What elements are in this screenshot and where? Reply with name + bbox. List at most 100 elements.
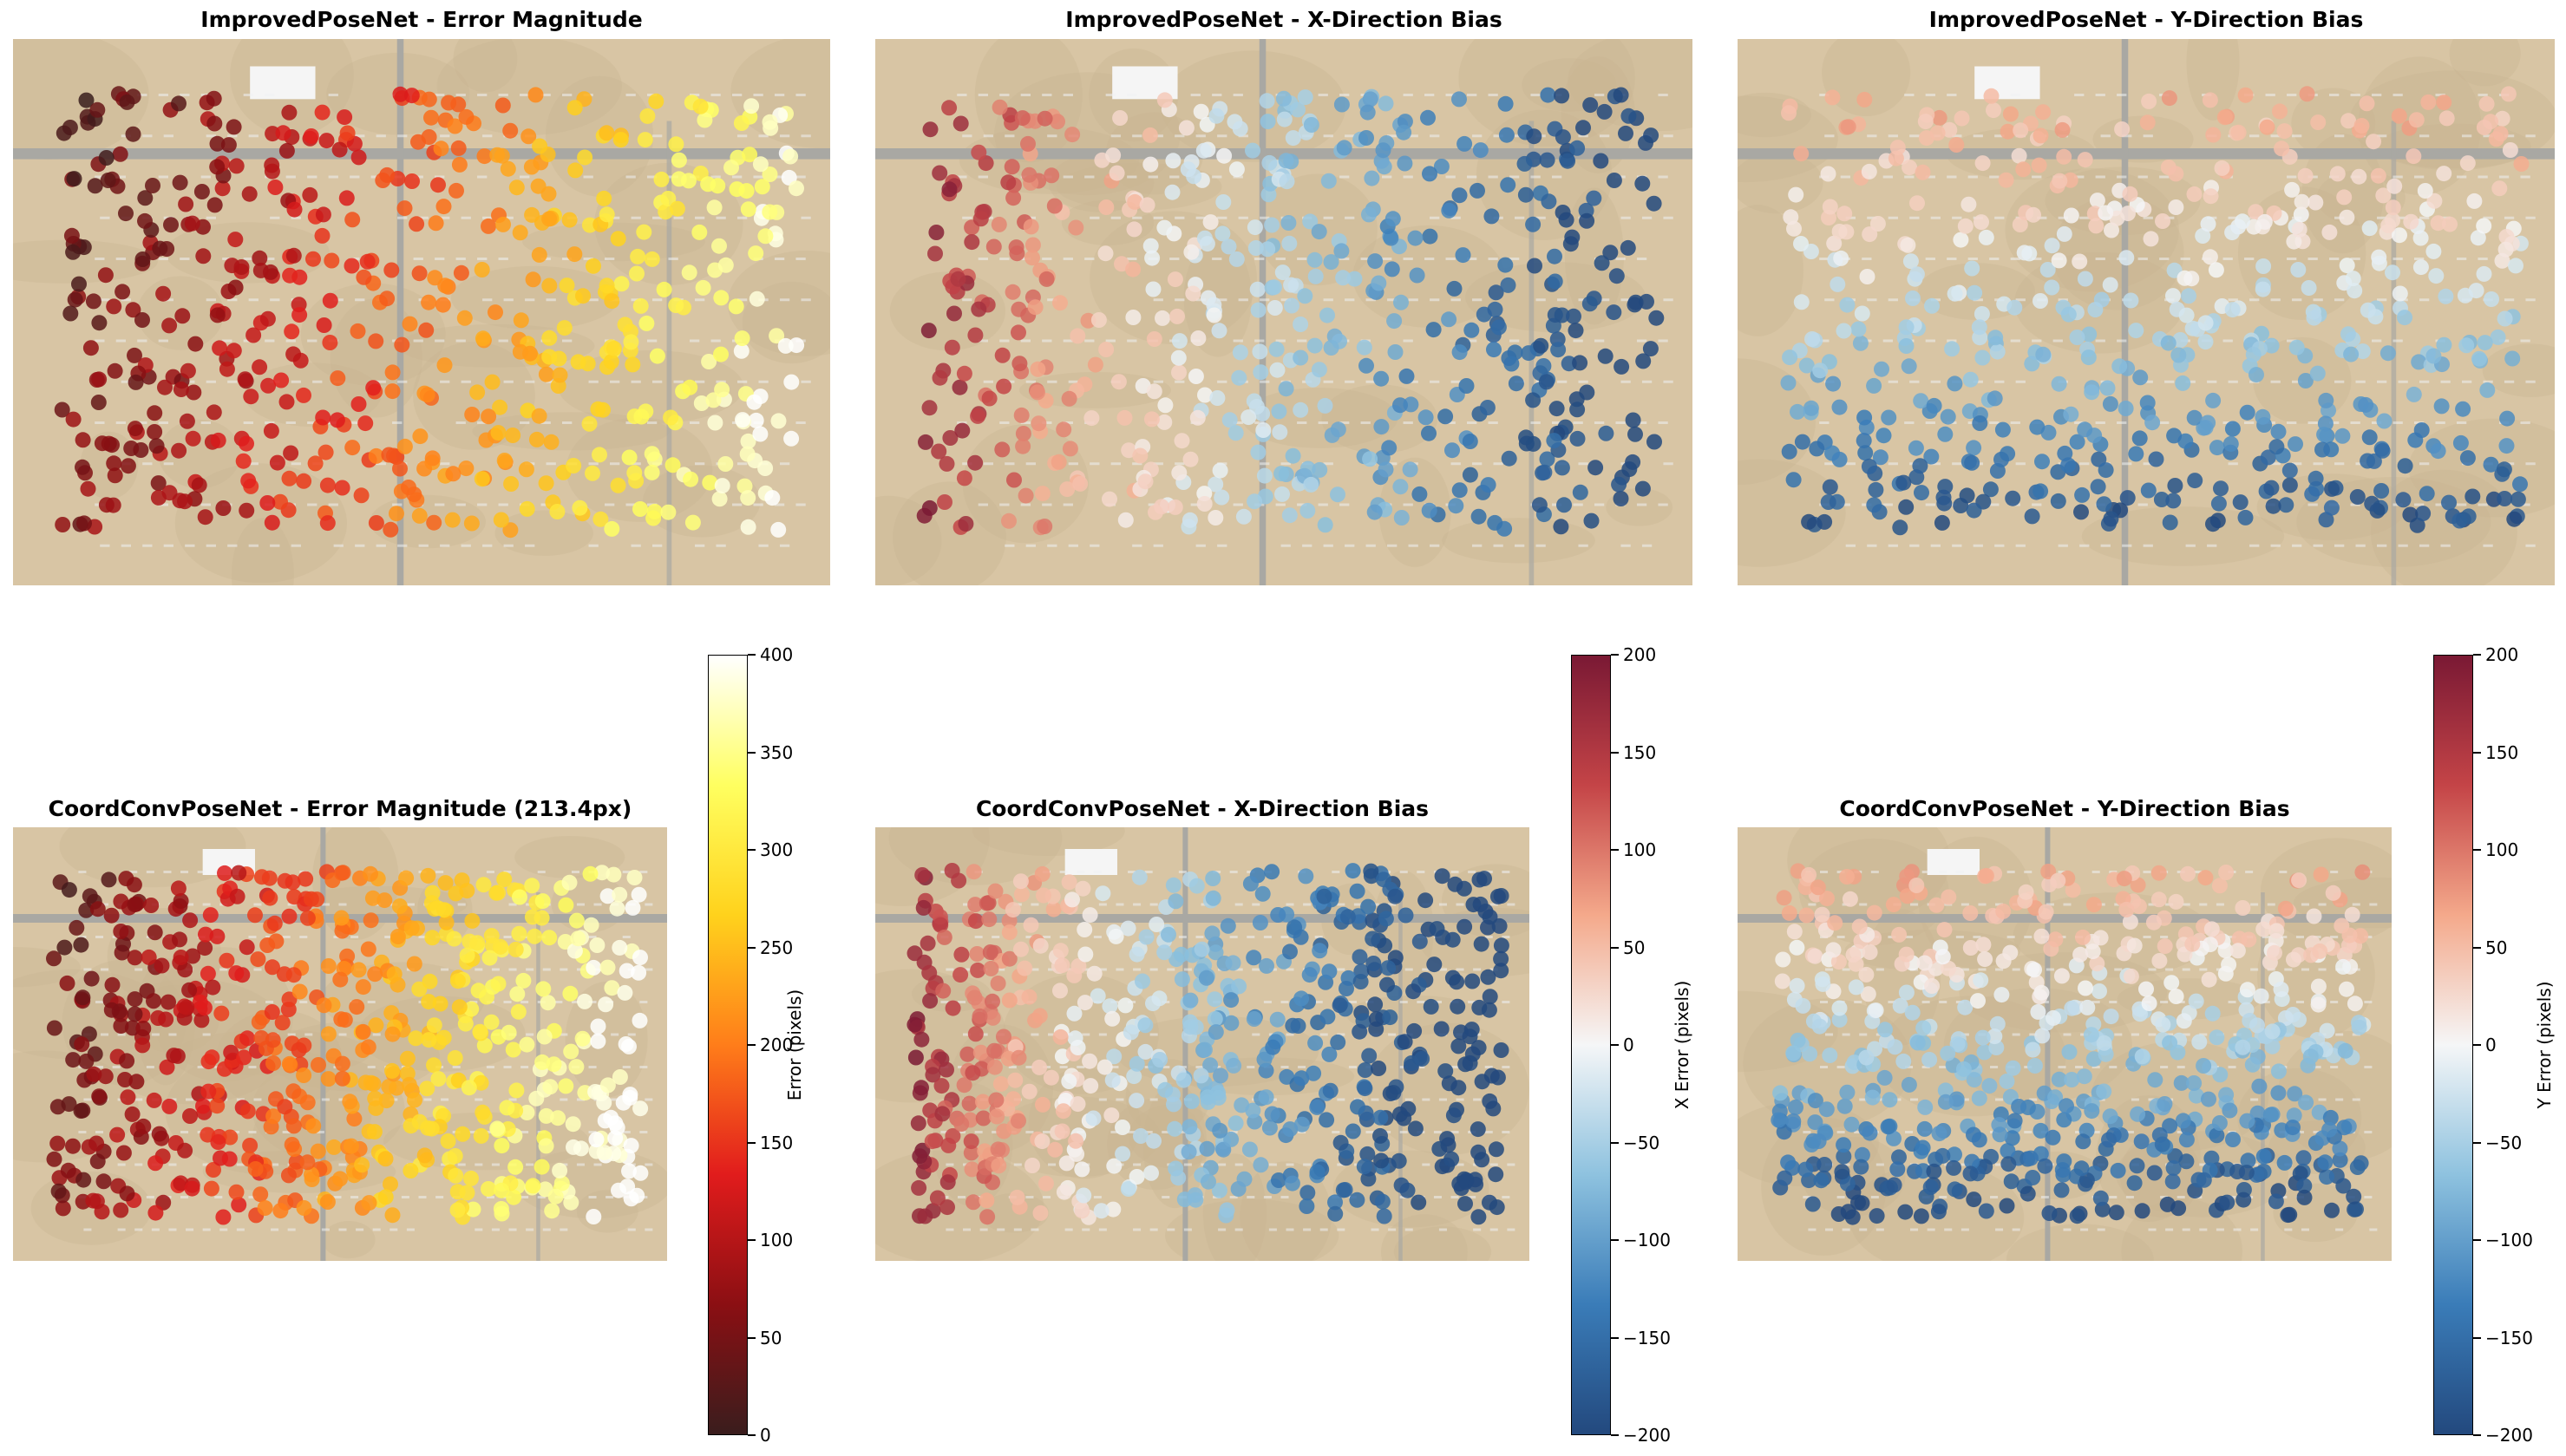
aircraft-mark [158,339,168,343]
scatter-point [1115,1146,1131,1162]
scatter-point [1874,361,1889,377]
scatter-point [1966,502,1982,519]
scatter-point [2139,395,2156,411]
aircraft-mark [2419,380,2430,383]
scatter-point [447,118,463,134]
scatter-point [1260,114,1276,130]
aircraft-mark [1905,1066,1914,1068]
scatter-point [1929,125,1946,141]
scatter-point [1458,378,1475,394]
scatter-point [1782,349,1798,366]
aircraft-mark [1183,1228,1192,1231]
aircraft-mark [1286,1033,1294,1036]
scatter-point [398,870,415,886]
aircraft-mark [101,1033,109,1036]
scatter-point [1056,1184,1072,1200]
scatter-point [1371,1061,1387,1076]
scatter-point [566,246,583,263]
aircraft-mark [202,903,211,906]
scatter-point [363,865,378,882]
aircraft-mark [1450,1131,1459,1133]
terrain-patch [1738,459,1846,567]
scatter-point [612,939,628,956]
scatter-point [1196,1041,1213,1058]
scatter-point [335,865,351,881]
scatter-point [437,277,454,294]
scatter-point [1527,258,1542,274]
aircraft-mark [1254,421,1265,424]
scatter-point [1441,311,1457,328]
scatter-point [952,967,969,983]
scatter-point [1479,400,1496,415]
scatter-point [435,1029,452,1046]
scatter-point [1781,443,1797,460]
scatter-point [2263,337,2280,354]
scatter-point [1252,343,1268,360]
scatter-point [441,95,457,111]
scatter-point [1221,238,1237,255]
aircraft-mark [2160,936,2169,938]
scatter-point [762,204,778,220]
scatter-point [2513,156,2530,172]
scatter-point [592,447,607,463]
aircraft-mark [1904,175,1915,179]
scatter-point [2128,446,2144,462]
scatter-point [1283,277,1299,293]
aircraft-mark [1995,1228,2004,1231]
scatter-point [1554,88,1570,104]
aircraft-mark [406,903,415,906]
scatter-point [333,1011,350,1028]
scatter-point [2370,167,2386,184]
scatter-point [236,1049,252,1066]
aircraft-mark [1438,903,1447,906]
aircraft-mark [475,1163,483,1166]
aircraft-mark [2284,968,2293,971]
scatter-point [1483,208,1500,225]
scatter-point [2069,434,2085,450]
aircraft-mark [576,903,585,906]
scatter-point [623,334,639,350]
aircraft-mark [457,903,466,906]
scatter-point [284,1137,300,1152]
scatter-point [1464,973,1481,989]
aircraft-mark [560,968,568,971]
aircraft-mark [651,380,663,383]
scatter-point [46,1151,62,1167]
aircraft-mark [1167,968,1175,971]
scatter-point [2222,435,2239,452]
scatter-point [1156,414,1173,430]
scatter-point [570,354,586,370]
scatter-point [531,408,547,424]
aircraft-mark [1252,1033,1260,1036]
aircraft-mark [1888,380,1898,383]
aircraft-mark [1875,968,1884,971]
scatter-point [1117,512,1134,528]
aircraft-mark [576,1163,585,1166]
scatter-point [1066,1005,1083,1022]
scatter-point [2366,453,2382,469]
scatter-point [1223,1015,1240,1031]
scatter-point [2457,287,2473,304]
scatter-point [2165,288,2181,304]
scatter-point [451,999,468,1015]
scatter-point [75,432,91,448]
aircraft-mark [307,503,317,506]
aircraft-mark [588,1196,597,1198]
scatter-point [392,460,408,477]
scatter-point [1202,214,1219,231]
scatter-point [1421,502,1437,519]
scatter-point [1489,1069,1506,1086]
aircraft-mark [1042,421,1052,424]
aircraft-mark [477,258,488,260]
scatter-point [1052,295,1068,311]
scatter-point [1250,444,1267,460]
scatter-point [907,1049,924,1066]
scatter-point [952,379,968,395]
scatter-point [599,1077,616,1094]
aircraft-mark [588,1131,597,1133]
scatter-point [85,1192,101,1209]
scatter-point [113,1018,129,1034]
aircraft-mark [2185,544,2196,547]
scatter-point [2391,108,2407,124]
aircraft-mark [1063,94,1073,96]
